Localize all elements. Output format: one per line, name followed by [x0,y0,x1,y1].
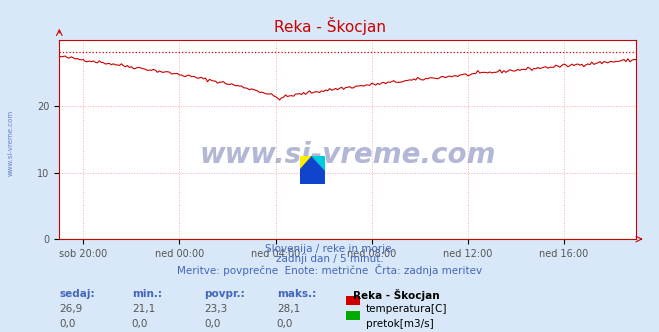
Text: povpr.:: povpr.: [204,289,245,299]
Text: 23,3: 23,3 [204,304,227,314]
Text: 26,9: 26,9 [59,304,82,314]
Text: Slovenija / reke in morje.: Slovenija / reke in morje. [264,244,395,254]
Text: Reka - Škocjan: Reka - Škocjan [273,17,386,35]
Text: zadnji dan / 5 minut.: zadnji dan / 5 minut. [275,254,384,264]
Polygon shape [312,156,325,170]
Text: Reka - Škocjan: Reka - Škocjan [353,289,439,301]
Text: 0,0: 0,0 [204,319,221,329]
Text: sedaj:: sedaj: [59,289,95,299]
Text: 28,1: 28,1 [277,304,300,314]
Polygon shape [300,156,312,170]
Text: maks.:: maks.: [277,289,316,299]
Text: www.si-vreme.com: www.si-vreme.com [200,141,496,169]
Text: 0,0: 0,0 [132,319,148,329]
Text: pretok[m3/s]: pretok[m3/s] [366,319,434,329]
Text: temperatura[C]: temperatura[C] [366,304,447,314]
Text: Meritve: povprečne  Enote: metrične  Črta: zadnja meritev: Meritve: povprečne Enote: metrične Črta:… [177,264,482,276]
Text: 0,0: 0,0 [59,319,76,329]
Text: 21,1: 21,1 [132,304,155,314]
Text: www.si-vreme.com: www.si-vreme.com [8,110,14,176]
Text: min.:: min.: [132,289,162,299]
Polygon shape [300,156,325,184]
Text: 0,0: 0,0 [277,319,293,329]
